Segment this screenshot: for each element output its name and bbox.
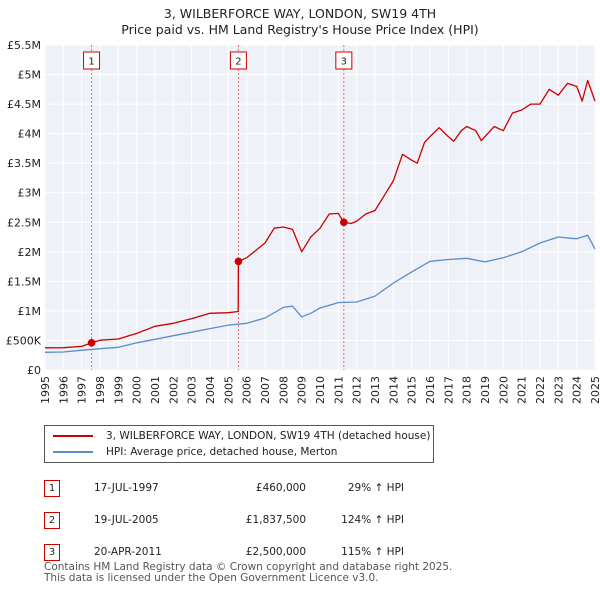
x-tick-label: 2011 [332, 376, 345, 404]
y-tick-label: £0 [27, 364, 41, 377]
x-tick-label: 2002 [167, 376, 180, 404]
legend-item-hpi: HPI: Average price, detached house, Mert… [53, 444, 337, 460]
footer-copyright: Contains HM Land Registry data © Crown c… [44, 561, 453, 573]
x-tick-label: 2014 [387, 376, 400, 404]
y-tick-label: £5.5M [7, 39, 41, 52]
x-tick-label: 2013 [369, 376, 382, 404]
y-tick-label: £3M [18, 187, 42, 200]
x-tick-label: 2010 [314, 376, 327, 404]
x-tick-label: 2018 [461, 376, 474, 404]
sale-hpi-diff: 29% ↑ HPI [347, 482, 404, 494]
x-tick-label: 2020 [497, 376, 510, 404]
x-tick-label: 2017 [442, 376, 455, 404]
sale-marker-label: 2 [44, 511, 60, 529]
sale-point [340, 218, 348, 227]
x-tick-label: 2012 [351, 376, 364, 404]
chart-legend: 3, WILBERFORCE WAY, LONDON, SW19 4TH (de… [44, 425, 434, 463]
legend-label-hpi: HPI: Average price, detached house, Mert… [106, 446, 338, 458]
sale-marker-label: 3 [341, 57, 347, 68]
sale-marker-box [83, 51, 101, 70]
sale-point [234, 257, 243, 266]
x-tick-label: 1995 [39, 376, 52, 404]
sale-hpi-diff: 124% ↑ HPI [341, 514, 404, 526]
footer-licence: This data is licensed under the Open Gov… [44, 572, 379, 584]
table-row: 3 20-APR-2011 £2,500,000 115% ↑ HPI [44, 536, 404, 568]
x-tick-label: 2001 [149, 376, 162, 404]
x-tick-label: 2005 [222, 376, 235, 404]
sale-price: £2,500,000 [245, 546, 306, 558]
legend-swatch-property [53, 435, 93, 437]
y-tick-label: £500K [6, 334, 42, 347]
footer: Contains HM Land Registry data © Crown c… [44, 562, 452, 584]
y-tick-label: £2M [18, 246, 42, 259]
legend-label-property: 3, WILBERFORCE WAY, LONDON, SW19 4TH (de… [106, 430, 431, 442]
x-tick-label: 2023 [552, 376, 565, 404]
x-tick-label: 2016 [424, 376, 437, 404]
x-tick-label: 2022 [534, 376, 547, 404]
sale-price: £460,000 [255, 482, 306, 494]
x-tick-label: 1998 [94, 376, 107, 404]
sale-date: 17-JUL-1997 [94, 482, 159, 494]
x-tick-label: 2009 [296, 376, 309, 404]
x-tick-label: 2006 [241, 376, 254, 404]
x-tick-label: 2021 [516, 376, 529, 404]
x-tick-label: 1997 [76, 376, 89, 404]
sale-marker-box [229, 51, 247, 70]
sale-marker-label: 1 [88, 57, 94, 68]
price-chart: £0 £500K £1M £1.5M £2M £2.5M £3M £3.5M £4M £4.5M £… [6, 39, 600, 404]
y-tick-label: £4M [18, 128, 42, 141]
sale-price: £1,837,500 [245, 514, 306, 526]
y-tick-label: £1M [18, 305, 42, 318]
y-tick-label: £4.5M [7, 98, 41, 111]
y-tick-label: £2.5M [7, 216, 41, 229]
sale-date: 20-APR-2011 [94, 546, 162, 558]
x-tick-label: 2004 [204, 376, 217, 404]
sales-table: 1 17-JUL-1997 £460,000 29% ↑ HPI 2 19-JU… [44, 472, 404, 568]
y-tick-label: £3.5M [7, 157, 41, 170]
table-row: 2 19-JUL-2005 £1,837,500 124% ↑ HPI [44, 504, 404, 536]
x-tick-label: 2003 [186, 376, 199, 404]
table-row: 1 17-JUL-1997 £460,000 29% ↑ HPI [44, 472, 404, 504]
sale-marker-label: 1 [44, 479, 60, 497]
y-tick-label: £1.5M [7, 275, 41, 288]
x-tick-label: 2007 [259, 376, 272, 404]
x-tick-label: 2024 [571, 376, 584, 404]
chart-title: 3, WILBERFORCE WAY, LONDON, SW19 4TH [163, 6, 437, 21]
x-tick-label: 2000 [131, 376, 144, 404]
y-tick-label: £5M [18, 69, 42, 82]
sale-hpi-diff: 115% ↑ HPI [341, 546, 404, 558]
legend-item-property: 3, WILBERFORCE WAY, LONDON, SW19 4TH (de… [53, 428, 430, 444]
x-tick-label: 1999 [112, 376, 125, 404]
x-tick-label: 1996 [57, 376, 70, 404]
x-tick-label: 2025 [589, 376, 600, 404]
chart-subtitle: Price paid vs. HM Land Registry's House … [121, 22, 479, 37]
legend-swatch-hpi [53, 451, 93, 453]
series-line-property [44, 79, 596, 349]
sale-point [87, 339, 96, 347]
series-line-hpi [44, 234, 596, 353]
x-tick-label: 2015 [406, 376, 419, 404]
sale-marker-label: 3 [44, 543, 60, 561]
x-tick-label: 2019 [479, 376, 492, 404]
sale-marker-box [335, 51, 353, 70]
sale-marker-label: 2 [235, 57, 241, 68]
x-tick-label: 2008 [277, 376, 290, 404]
sale-date: 19-JUL-2005 [94, 514, 159, 526]
